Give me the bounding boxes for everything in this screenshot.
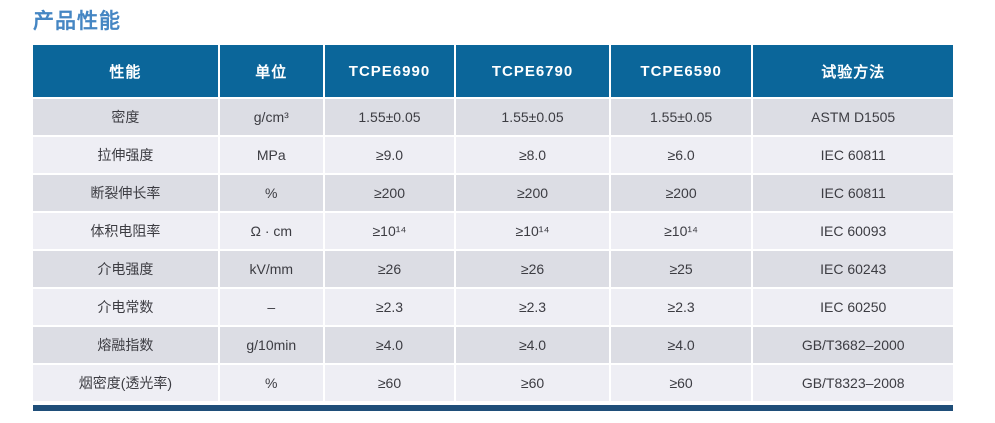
tcpe6790-value-cell: ≥2.3: [454, 287, 611, 327]
table-row: 介电强度 kV/mm ≥26 ≥26 ≥25 IEC 60243: [33, 249, 953, 289]
spec-table: 性能 单位 TCPE6990 TCPE6790 TCPE6590 试验方法 密度…: [33, 45, 953, 403]
table-row: 拉伸强度 MPa ≥9.0 ≥8.0 ≥6.0 IEC 60811: [33, 135, 953, 175]
unit-cell: kV/mm: [217, 249, 325, 289]
tcpe6590-value-cell: 1.55±0.05: [608, 97, 754, 137]
table-header-row: 性能 单位 TCPE6990 TCPE6790 TCPE6590 试验方法: [33, 45, 953, 99]
tcpe6990-value-cell: ≥9.0: [322, 135, 457, 175]
table-body: 密度 g/cm³ 1.55±0.05 1.55±0.05 1.55±0.05 ASTM D…: [33, 97, 953, 403]
table-row: 熔融指数 g/10min ≥4.0 ≥4.0 ≥4.0 GB/T3682–2000: [33, 325, 953, 365]
property-cell: 拉伸强度: [33, 135, 220, 175]
tcpe6590-value-cell: ≥2.3: [608, 287, 754, 327]
tcpe6790-value-cell: ≥26: [454, 249, 611, 289]
tcpe6990-value-cell: ≥60: [322, 363, 457, 403]
col-header-unit: 单位: [217, 45, 325, 99]
tcpe6590-value-cell: ≥200: [608, 173, 754, 213]
test-method-cell: GB/T8323–2008: [751, 363, 953, 403]
property-cell: 介电常数: [33, 287, 220, 327]
unit-cell: Ω · cm: [217, 211, 325, 251]
tcpe6990-value-cell: ≥4.0: [322, 325, 457, 365]
test-method-cell: ASTM D1505: [751, 97, 953, 137]
property-cell: 断裂伸长率: [33, 173, 220, 213]
tcpe6990-value-cell: ≥200: [322, 173, 457, 213]
tcpe6590-value-cell: ≥4.0: [608, 325, 754, 365]
test-method-cell: IEC 60093: [751, 211, 953, 251]
tcpe6590-value-cell: ≥60: [608, 363, 754, 403]
property-cell: 体积电阻率: [33, 211, 220, 251]
unit-cell: g/cm³: [217, 97, 325, 137]
tcpe6590-value-cell: ≥10¹⁴: [608, 211, 754, 251]
table-row: 体积电阻率 Ω · cm ≥10¹⁴ ≥10¹⁴ ≥10¹⁴ IEC 60093: [33, 211, 953, 251]
tcpe6790-value-cell: ≥4.0: [454, 325, 611, 365]
table-row: 断裂伸长率% ≥200 ≥200 ≥200 IEC 60811: [33, 173, 953, 213]
unit-cell: MPa: [217, 135, 325, 175]
tcpe6790-value-cell: ≥60: [454, 363, 611, 403]
tcpe6990-value-cell: ≥10¹⁴: [322, 211, 457, 251]
tcpe6990-value-cell: 1.55±0.05: [322, 97, 457, 137]
tcpe6990-value-cell: ≥26: [322, 249, 457, 289]
unit-cell: %: [217, 363, 325, 403]
page-title: 产品性能: [33, 10, 121, 33]
tcpe6590-value-cell: ≥25: [608, 249, 754, 289]
table-row: 介电常数 – ≥2.3 ≥2.3 ≥2.3 IEC 60250: [33, 287, 953, 327]
table-row: 烟密度(透光率)% ≥60 ≥60 ≥60 GB/T8323–2008: [33, 363, 953, 403]
col-header-test-method: 试验方法: [751, 45, 953, 99]
tcpe6790-value-cell: ≥8.0: [454, 135, 611, 175]
test-method-cell: GB/T3682–2000: [751, 325, 953, 365]
test-method-cell: IEC 60243: [751, 249, 953, 289]
property-cell: 密度: [33, 97, 220, 137]
tcpe6790-value-cell: ≥10¹⁴: [454, 211, 611, 251]
col-header-tcpe6990: TCPE6990: [322, 45, 457, 99]
tcpe6990-value-cell: ≥2.3: [322, 287, 457, 327]
property-cell: 烟密度(透光率): [33, 363, 220, 403]
tcpe6590-value-cell: ≥6.0: [608, 135, 754, 175]
tcpe6790-value-cell: 1.55±0.05: [454, 97, 611, 137]
col-header-tcpe6790: TCPE6790: [454, 45, 611, 99]
unit-cell: g/10min: [217, 325, 325, 365]
test-method-cell: IEC 60250: [751, 287, 953, 327]
unit-cell: %: [217, 173, 325, 213]
table-row: 密度 g/cm³ 1.55±0.05 1.55±0.05 1.55±0.05 ASTM D…: [33, 97, 953, 137]
property-cell: 介电强度: [33, 249, 220, 289]
property-cell: 熔融指数: [33, 325, 220, 365]
col-header-tcpe6590: TCPE6590: [608, 45, 754, 99]
unit-cell: –: [217, 287, 325, 327]
test-method-cell: IEC 60811: [751, 173, 953, 213]
col-header-property: 性能: [33, 45, 220, 99]
tcpe6790-value-cell: ≥200: [454, 173, 611, 213]
product-performance-table: 性能 单位 TCPE6990 TCPE6790 TCPE6590 试验方法 密度…: [33, 45, 953, 411]
table-bottom-bar: [33, 405, 953, 411]
test-method-cell: IEC 60811: [751, 135, 953, 175]
